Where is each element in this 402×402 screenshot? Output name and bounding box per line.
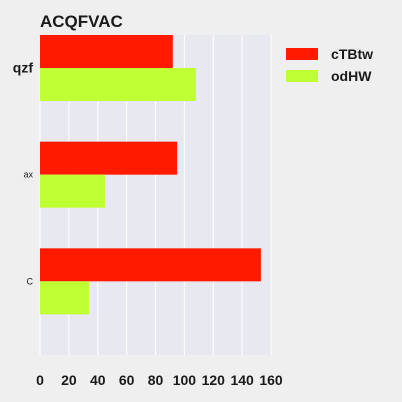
bar-odHW-ax (40, 174, 105, 208)
category-label: qzf (13, 60, 34, 76)
bar-cTBtw-C (40, 248, 261, 282)
category-label: ax (23, 170, 33, 180)
x-tick-labels: 0 20 40 60 80 100 120 140 160 (36, 372, 283, 388)
bar-cTBtw-qzf (40, 35, 173, 68)
x-tick-label: 140 (230, 372, 254, 388)
chart-title: ACQFVAC (40, 12, 123, 31)
bar-odHW-qzf (40, 68, 196, 101)
bars (40, 35, 261, 315)
legend-swatch (286, 70, 318, 82)
category-label: C (27, 276, 34, 286)
bar-cTBtw-ax (40, 141, 178, 175)
x-tick-label: 160 (259, 372, 283, 388)
legend-label: odHW (331, 68, 372, 84)
x-tick-label: 40 (90, 372, 106, 388)
category-labels: qzf ax C (13, 60, 34, 287)
x-tick-label: 60 (119, 372, 135, 388)
legend-label: cTBtw (331, 46, 373, 62)
legend: cTBtw odHW (286, 46, 373, 84)
legend-swatch (286, 48, 318, 60)
x-tick-label: 100 (173, 372, 197, 388)
x-tick-label: 20 (61, 372, 77, 388)
x-tick-label: 0 (36, 372, 44, 388)
x-tick-label: 120 (202, 372, 226, 388)
x-tick-label: 80 (148, 372, 164, 388)
bar-odHW-C (40, 281, 90, 315)
